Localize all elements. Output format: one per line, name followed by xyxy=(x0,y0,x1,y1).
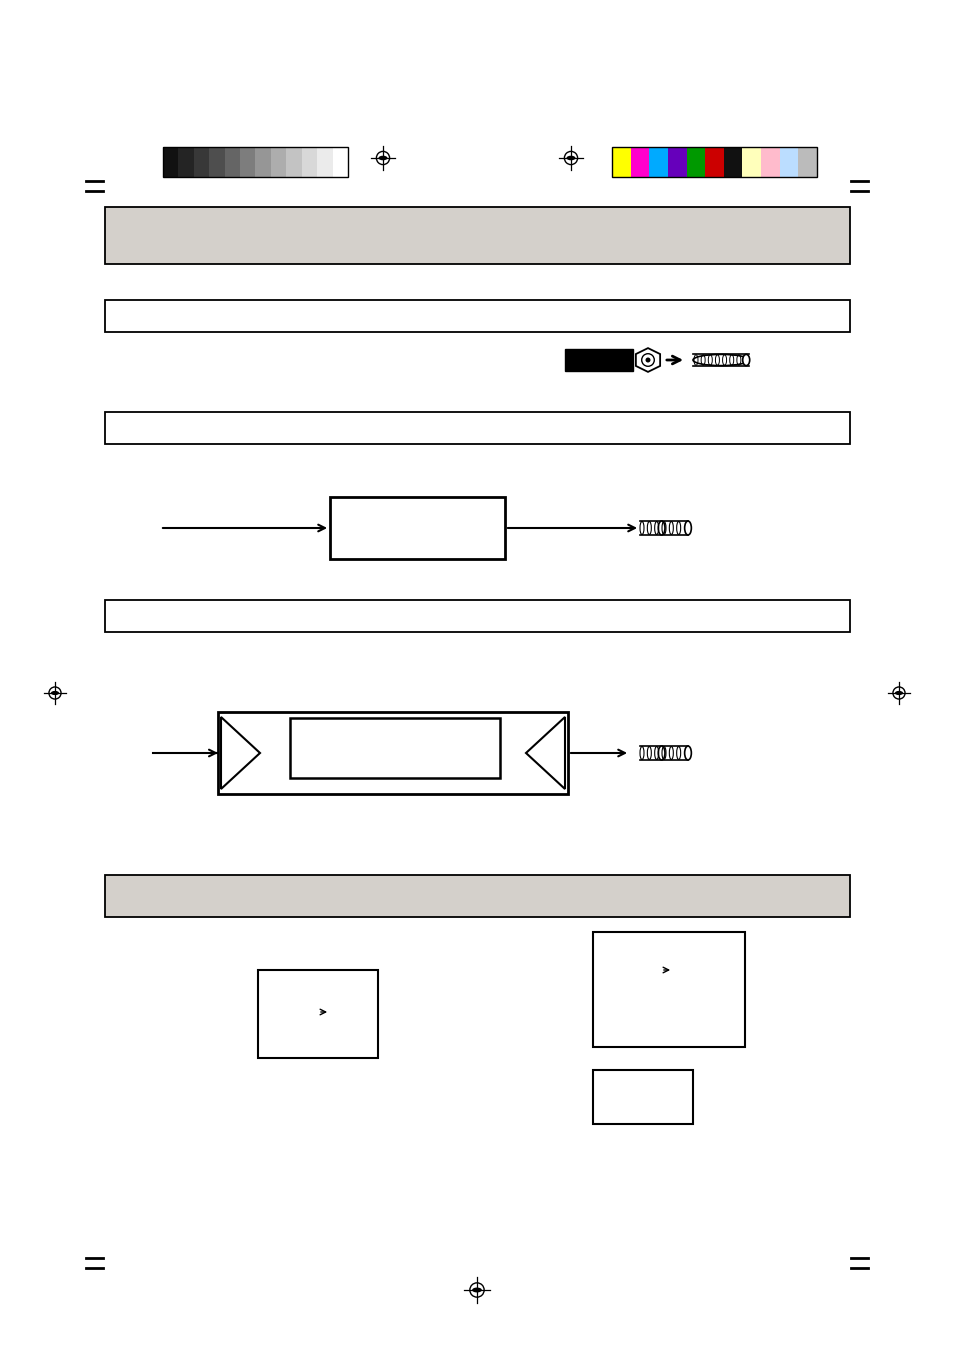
Bar xyxy=(612,147,816,177)
Circle shape xyxy=(645,358,650,362)
Bar xyxy=(178,147,194,177)
Bar xyxy=(163,147,348,177)
Polygon shape xyxy=(636,349,659,372)
Bar xyxy=(667,147,686,177)
Bar xyxy=(779,147,798,177)
Bar xyxy=(723,147,742,177)
Bar xyxy=(105,207,849,263)
Polygon shape xyxy=(525,717,564,789)
Bar xyxy=(105,875,849,917)
Bar xyxy=(630,147,649,177)
Bar xyxy=(330,497,504,559)
Bar xyxy=(290,717,499,778)
Bar xyxy=(240,147,255,177)
Bar xyxy=(564,349,633,372)
Bar xyxy=(105,300,849,332)
Ellipse shape xyxy=(566,155,575,161)
Bar xyxy=(333,147,348,177)
Ellipse shape xyxy=(684,521,691,535)
Bar xyxy=(163,147,179,177)
Bar xyxy=(593,932,744,1047)
Bar xyxy=(316,147,333,177)
Bar xyxy=(593,1070,692,1124)
Bar xyxy=(105,412,849,444)
Bar xyxy=(286,147,302,177)
Bar xyxy=(255,147,272,177)
Ellipse shape xyxy=(378,155,387,161)
Bar xyxy=(224,147,240,177)
Bar xyxy=(105,600,849,632)
Bar xyxy=(704,147,723,177)
Polygon shape xyxy=(221,717,260,789)
Bar xyxy=(798,147,817,177)
Bar xyxy=(612,147,631,177)
Ellipse shape xyxy=(684,746,691,761)
Ellipse shape xyxy=(472,1288,481,1293)
Bar xyxy=(301,147,317,177)
Bar xyxy=(218,712,567,794)
Bar xyxy=(209,147,225,177)
Bar xyxy=(193,147,210,177)
Ellipse shape xyxy=(658,521,664,535)
Bar xyxy=(760,147,780,177)
Bar xyxy=(257,970,377,1058)
Bar xyxy=(686,147,705,177)
Ellipse shape xyxy=(658,746,664,761)
Ellipse shape xyxy=(51,690,59,696)
Ellipse shape xyxy=(742,354,749,366)
Bar xyxy=(649,147,668,177)
Bar xyxy=(741,147,760,177)
Bar xyxy=(271,147,287,177)
Ellipse shape xyxy=(894,690,902,696)
